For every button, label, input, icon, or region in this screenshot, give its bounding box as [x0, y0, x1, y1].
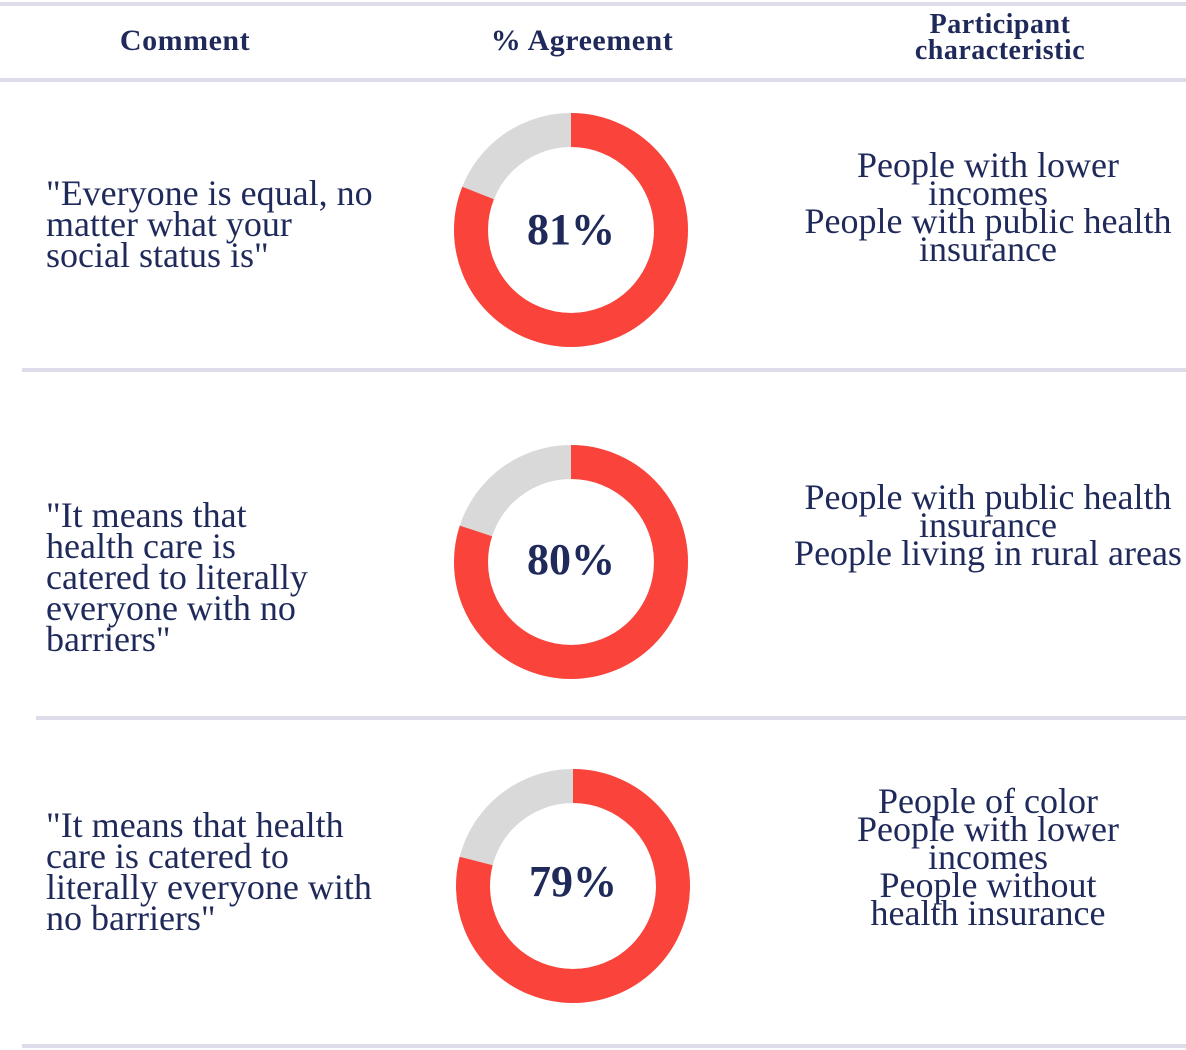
- comment-text: "It means that health care is catered to…: [46, 805, 416, 938]
- comment-text: "Everyone is equal, no matter what your …: [46, 173, 416, 275]
- participant-line: People without: [879, 865, 1097, 905]
- comment-line: social status is": [46, 235, 269, 275]
- comment-line: "Everyone is equal, no: [46, 173, 373, 213]
- agreement-donut-chart: 79%: [456, 769, 690, 1003]
- agreement-slice: [454, 445, 688, 679]
- column-header-agreement: % Agreement: [490, 24, 674, 57]
- agreement-percentage-label: 80%: [527, 535, 615, 584]
- agreement-percentage-label: 81%: [527, 205, 615, 254]
- participant-line: People living in rural areas: [794, 533, 1182, 573]
- agreement-percentage-label: 79%: [529, 857, 617, 906]
- header-rule: [0, 78, 1186, 82]
- comment-line: "It means that: [46, 495, 247, 535]
- top-rule: [0, 2, 1186, 6]
- participant-line: health insurance: [870, 893, 1106, 933]
- participant-line: People with public health: [804, 201, 1172, 241]
- comment-line: literally everyone with: [46, 867, 372, 907]
- agreement-slice: [454, 113, 688, 347]
- participant-line: People of color: [878, 781, 1098, 821]
- participant-line: insurance: [919, 229, 1057, 269]
- comment-line: matter what your: [46, 204, 292, 244]
- participant-characteristics: People of color People with lower income…: [790, 781, 1186, 933]
- participant-line: incomes: [928, 173, 1048, 213]
- comment-line: health care is: [46, 526, 236, 566]
- comment-line: catered to literally: [46, 557, 308, 597]
- comment-line: no barriers": [46, 898, 216, 938]
- row-divider-1: [22, 368, 1186, 372]
- participant-line: People with public health: [804, 477, 1172, 517]
- participant-characteristics: People with lower incomes People with pu…: [790, 145, 1186, 269]
- comment-text: "It means that health care is catered to…: [46, 495, 416, 659]
- participant-line: insurance: [919, 505, 1057, 545]
- participant-characteristics: People with public health insurance Peop…: [790, 477, 1186, 573]
- participant-header-line: characteristic: [914, 35, 1086, 66]
- agreement-donut-chart: 81%: [454, 113, 688, 347]
- column-header-comment: Comment: [119, 24, 251, 57]
- row-divider-2: [36, 716, 1186, 720]
- participant-line: People with lower: [857, 809, 1119, 849]
- comment-line: barriers": [46, 619, 171, 659]
- participant-header-line: Participant: [929, 9, 1071, 40]
- agreement-donut-chart: 80%: [454, 445, 688, 679]
- column-header-participant: Participant characteristic: [880, 9, 1120, 66]
- comment-line: "It means that health: [46, 805, 344, 845]
- agreement-slice: [456, 769, 690, 1003]
- comment-line: everyone with no: [46, 588, 296, 628]
- participant-line: People with lower: [857, 145, 1119, 185]
- comment-line: care is catered to: [46, 836, 289, 876]
- bottom-rule: [22, 1044, 1186, 1048]
- participant-line: incomes: [928, 837, 1048, 877]
